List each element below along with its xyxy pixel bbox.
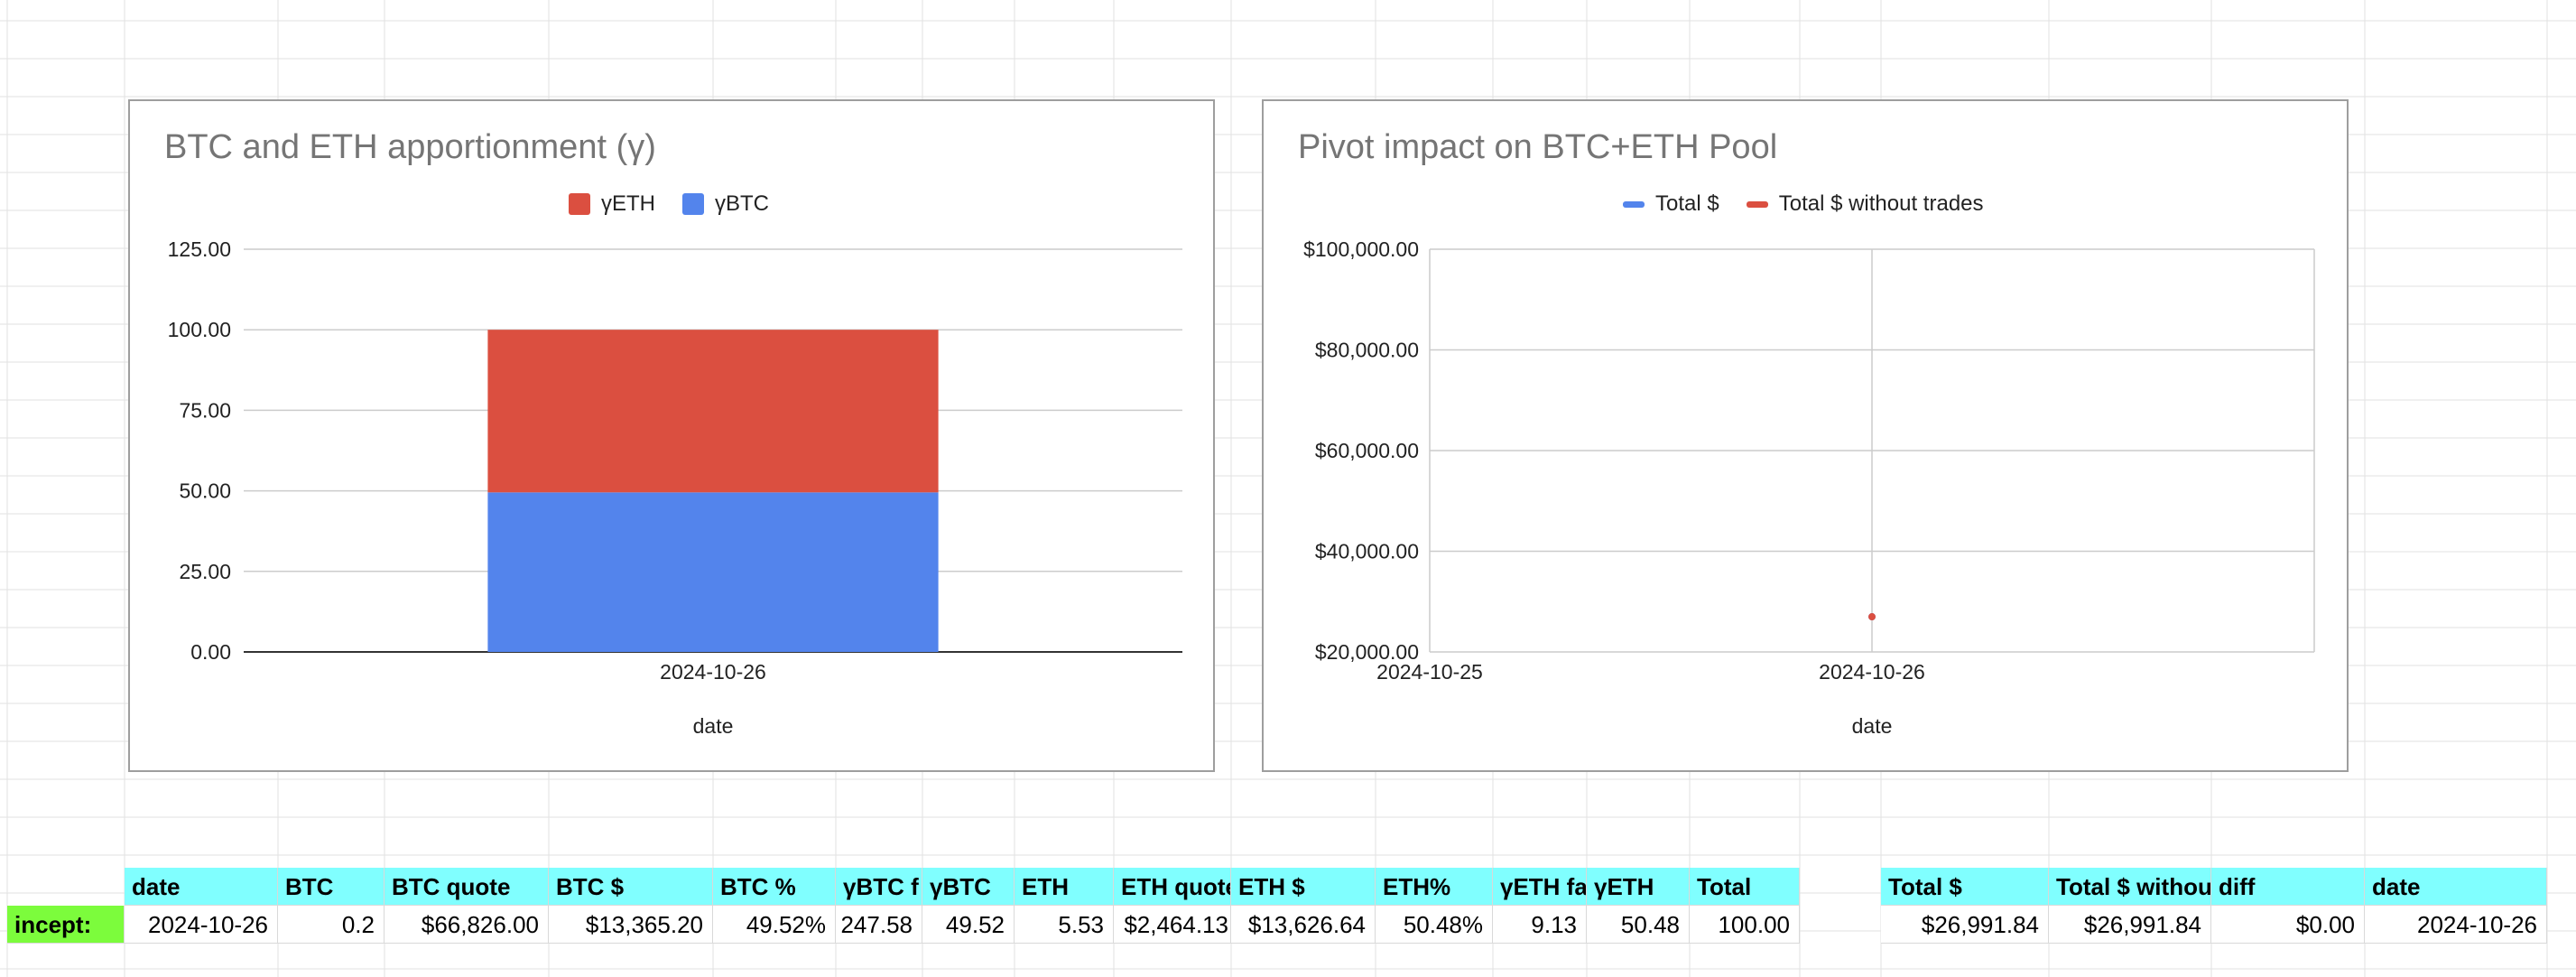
cell-eth-quote[interactable]: $2,464.13: [1114, 906, 1231, 944]
col-header-gbtc-f[interactable]: γBTC f: [836, 868, 922, 906]
col-header-total[interactable]: Total: [1690, 868, 1800, 906]
x-tick-label: 2024-10-25: [1376, 660, 1483, 684]
chart-title: BTC and ETH apportionment (γ): [164, 128, 656, 166]
cell-btc-quote[interactable]: $66,826.00: [385, 906, 549, 944]
chart-title: Pivot impact on BTC+ETH Pool: [1298, 128, 1778, 166]
y-tick-label: $60,000.00: [1315, 439, 1419, 462]
cell-date[interactable]: 2024-10-26: [125, 906, 278, 944]
y-tick-label: $100,000.00: [1303, 237, 1419, 261]
cell-btc[interactable]: 0.2: [278, 906, 385, 944]
x-axis-title: date: [693, 714, 734, 738]
col-header-geth-fa[interactable]: γETH fa: [1493, 868, 1587, 906]
y-tick-label: $80,000.00: [1315, 339, 1419, 362]
cell-btc-pct[interactable]: 49.52%: [713, 906, 836, 944]
cell-geth[interactable]: 50.48: [1587, 906, 1690, 944]
cell-diff[interactable]: $0.00: [2211, 906, 2365, 944]
legend-swatch-total: [1623, 200, 1645, 208]
col-header-geth[interactable]: γETH: [1587, 868, 1690, 906]
bar-segment-btc: [487, 492, 939, 652]
chart-legend: Total $ Total $ without trades: [1623, 191, 2011, 217]
legend-label-total: Total $: [1655, 191, 1719, 216]
legend-label-total-without-trades: Total $ without trades: [1778, 191, 1984, 216]
chart-plot: 0.00 25.00 50.00 75.00 100.00 125.00 2024-10-2…: [168, 237, 1182, 738]
col-header-date[interactable]: date: [125, 868, 278, 906]
y-tick-label: 25.00: [179, 560, 231, 583]
col-header-diff[interactable]: diff: [2211, 868, 2365, 906]
col-header-eth-usd[interactable]: ETH $: [1231, 868, 1376, 906]
chart-plot: $20,000.00 $40,000.00 $60,000.00 $80,000.00…: [1303, 237, 2315, 738]
legend-item-eth: γETH: [569, 191, 655, 217]
y-tick-label: 75.00: [179, 398, 231, 422]
cell-geth-fa[interactable]: 9.13: [1493, 906, 1587, 944]
cell-date-2[interactable]: 2024-10-26: [2365, 906, 2547, 944]
x-axis-title: date: [1852, 714, 1893, 738]
y-tick-label: $40,000.00: [1315, 540, 1419, 563]
bar-segment-eth: [487, 330, 939, 493]
pivot-impact-chart[interactable]: Pivot impact on BTC+ETH Pool Total $ Tot…: [1262, 99, 2349, 772]
y-tick-label: 100.00: [168, 318, 231, 341]
x-tick-label: 2024-10-26: [660, 660, 766, 684]
chart-legend: γETH γBTC: [569, 191, 796, 217]
legend-swatch-total-without-trades: [1746, 200, 1768, 208]
apportionment-chart[interactable]: BTC and ETH apportionment (γ) γETH γBTC …: [128, 99, 1215, 772]
legend-item-total: Total $: [1623, 191, 1719, 217]
data-point-total-without-trades: [1868, 613, 1876, 621]
col-header-eth-pct[interactable]: ETH%: [1376, 868, 1493, 906]
col-header-total-usd[interactable]: Total $: [1881, 868, 2049, 906]
cell-total-usd[interactable]: $26,991.84: [1881, 906, 2049, 944]
y-tick-label: $20,000.00: [1315, 640, 1419, 664]
col-header-btc-usd[interactable]: BTC $: [549, 868, 713, 906]
legend-label-btc: γBTC: [715, 191, 769, 216]
legend-item-total-without-trades: Total $ without trades: [1746, 191, 1984, 217]
y-tick-label: 125.00: [168, 237, 231, 261]
legend-swatch-btc: [682, 193, 704, 215]
cell-eth-pct[interactable]: 50.48%: [1376, 906, 1493, 944]
row-label-incept[interactable]: incept:: [7, 906, 125, 944]
y-tick-label: 50.00: [179, 479, 231, 503]
cell-eth[interactable]: 5.53: [1015, 906, 1114, 944]
cell-btc-usd[interactable]: $13,365.20: [549, 906, 713, 944]
cell-total-usd-without[interactable]: $26,991.84: [2049, 906, 2211, 944]
col-header-gbtc[interactable]: γBTC: [922, 868, 1015, 906]
legend-item-btc: γBTC: [682, 191, 769, 217]
legend-swatch-eth: [569, 193, 590, 215]
col-header-btc-quote[interactable]: BTC quote: [385, 868, 549, 906]
col-header-btc[interactable]: BTC: [278, 868, 385, 906]
x-tick-label: 2024-10-26: [1819, 660, 1925, 684]
col-header-btc-pct[interactable]: BTC %: [713, 868, 836, 906]
cell-gbtc[interactable]: 49.52: [922, 906, 1015, 944]
cell-total[interactable]: 100.00: [1690, 906, 1800, 944]
col-header-date-2[interactable]: date: [2365, 868, 2547, 906]
col-header-total-usd-without[interactable]: Total $ withou: [2049, 868, 2211, 906]
col-header-eth[interactable]: ETH: [1015, 868, 1114, 906]
cell-eth-usd[interactable]: $13,626.64: [1231, 906, 1376, 944]
col-header-eth-quote[interactable]: ETH quote: [1114, 868, 1231, 906]
legend-label-eth: γETH: [601, 191, 655, 216]
y-tick-label: 0.00: [190, 640, 231, 664]
cell-gbtc-f[interactable]: 247.58: [836, 906, 922, 944]
